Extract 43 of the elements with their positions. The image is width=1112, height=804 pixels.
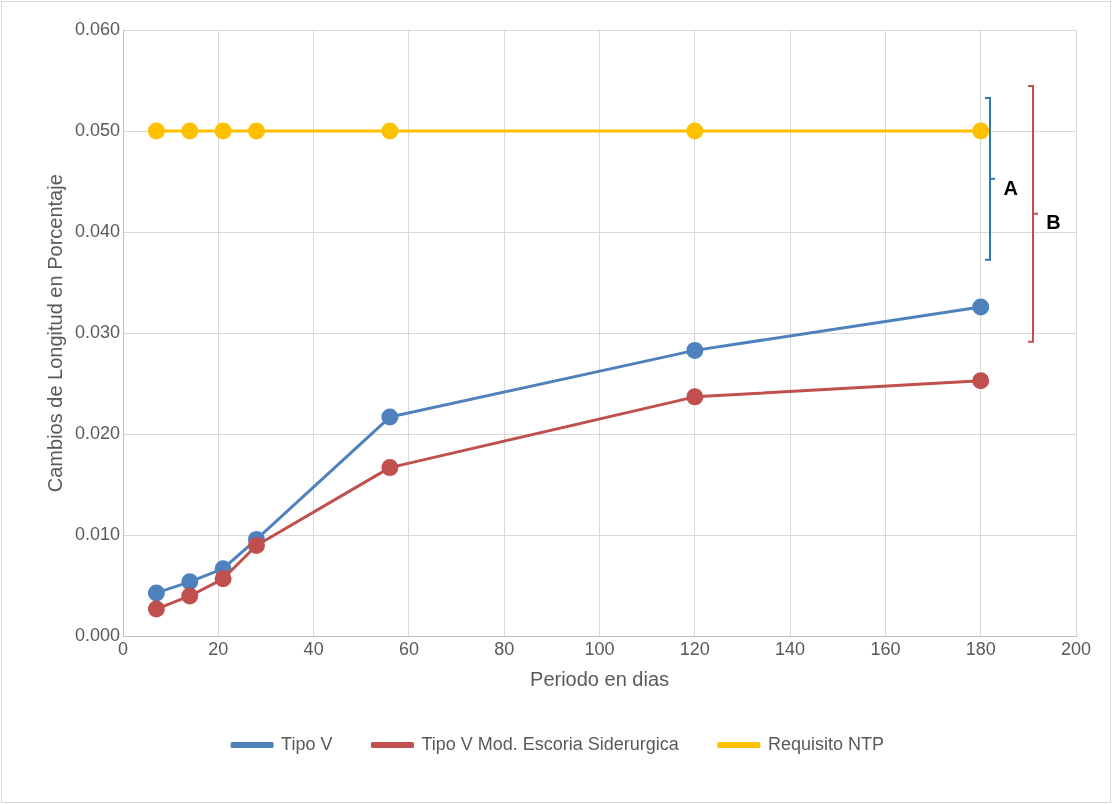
x-tick-label: 20 <box>208 639 229 660</box>
legend-label: Requisito NTP <box>767 733 884 754</box>
x-tick-label: 200 <box>1060 639 1092 660</box>
legend-label: Tipo V <box>281 733 333 754</box>
x-tick-label: 80 <box>494 639 515 660</box>
point <box>247 122 265 140</box>
x-tick-label: 120 <box>679 639 710 660</box>
y-axis-title: Cambios de Longitud en Porcentaje <box>43 174 66 493</box>
point <box>972 298 990 316</box>
point <box>181 587 199 605</box>
y-tick-label: 0.030 <box>75 322 121 343</box>
x-axis-title: Periodo en dias <box>530 667 670 690</box>
y-tick-label: 0.040 <box>75 221 121 242</box>
x-tick-label: 100 <box>584 639 615 660</box>
x-tick-label: 160 <box>870 639 901 660</box>
point <box>181 122 199 140</box>
x-tick-label: 40 <box>303 639 324 660</box>
x-tick-label: 140 <box>775 639 806 660</box>
point <box>381 459 399 477</box>
point <box>972 372 990 390</box>
point <box>147 600 165 618</box>
legend-label: Tipo V Mod. Escoria Siderurgica <box>421 733 680 754</box>
point <box>686 388 704 406</box>
point <box>147 122 165 140</box>
point <box>381 408 399 426</box>
y-tick-label: 0.010 <box>75 524 121 545</box>
point <box>686 341 704 359</box>
point <box>214 122 232 140</box>
x-tick-label: 0 <box>118 639 129 660</box>
point <box>381 122 399 140</box>
x-tick-label: 60 <box>398 639 419 660</box>
point <box>181 573 199 591</box>
y-tick-label: 0.020 <box>75 423 121 444</box>
point <box>686 122 704 140</box>
point <box>972 122 990 140</box>
point <box>247 536 265 554</box>
point <box>214 570 232 588</box>
annotation: B <box>1046 211 1061 235</box>
y-tick-label: 0.050 <box>75 120 121 141</box>
point <box>147 584 165 602</box>
annotation: A <box>1003 176 1018 200</box>
y-tick-label: 0.060 <box>75 18 121 39</box>
x-tick-label: 180 <box>965 639 996 660</box>
